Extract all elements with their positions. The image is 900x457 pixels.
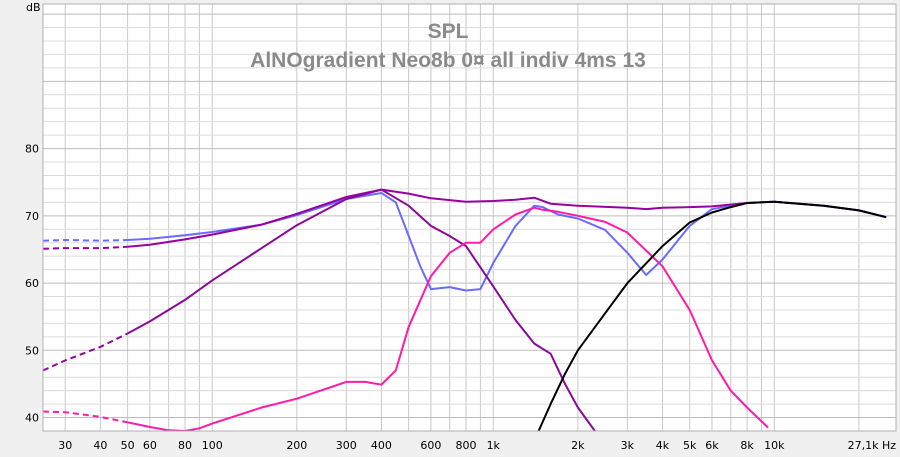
x-tick-label: 50 (121, 439, 135, 452)
y-tick-label: 60 (25, 277, 39, 290)
y-axis-label: dB (26, 1, 41, 14)
x-tick-label: 5k (683, 439, 697, 452)
series-line (537, 200, 887, 431)
x-tick-label: 1k (487, 439, 501, 452)
x-tick-label: 600 (420, 439, 441, 452)
x-tick-label: 4k (656, 439, 670, 452)
x-tick-label: 27,1k Hz (848, 439, 897, 452)
x-tick-label: 800 (456, 439, 477, 452)
x-tick-label: 300 (336, 439, 357, 452)
y-tick-label: 70 (25, 210, 39, 223)
y-tick-label: 80 (25, 143, 39, 156)
series-line (127, 192, 887, 292)
x-tick-label: 100 (202, 439, 223, 452)
x-axis: 30 40 50 60 80 100 200 300 400 600 800 1k 2k 3k 4k 5k 6k… (58, 439, 896, 452)
x-tick-label: 200 (286, 439, 307, 452)
x-tick-label: 60 (143, 439, 157, 452)
chart-subtitle: AlNOgradient Neo8b 0¤ all indiv 4ms 13 (250, 49, 646, 72)
x-tick-label: 3k (621, 439, 635, 452)
plot-border (42, 3, 897, 432)
series-line (127, 188, 596, 431)
x-tick-label: 40 (93, 439, 107, 452)
series-line-dashed (43, 245, 128, 250)
y-tick-label: 50 (25, 344, 39, 357)
chart-title: SPL (428, 20, 469, 43)
y-axis: 40 50 60 70 80 (25, 143, 39, 425)
series-group (43, 188, 887, 431)
x-tick-label: 8k (740, 439, 754, 452)
x-tick-label: 30 (58, 439, 72, 452)
x-tick-label: 2k (571, 439, 585, 452)
x-tick-label: 80 (178, 439, 192, 452)
x-tick-label: 10k (764, 439, 785, 452)
x-tick-label: 400 (371, 439, 392, 452)
y-tick-label: 40 (25, 412, 39, 425)
x-tick-label: 6k (705, 439, 719, 452)
series-line-dashed (43, 238, 128, 242)
series-line (127, 206, 769, 431)
series-line-dashed (43, 332, 129, 372)
series-line-dashed (43, 410, 128, 424)
